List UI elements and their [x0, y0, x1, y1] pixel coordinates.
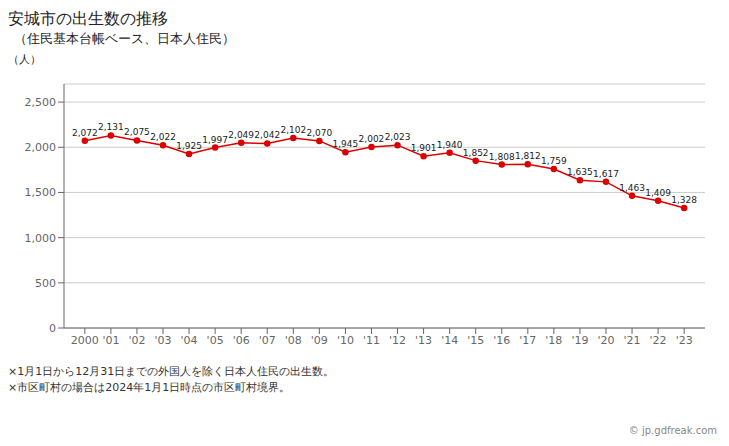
html-text:安城市の出生数の推移: 安城市の出生数の推移 [8, 9, 168, 28]
html-text:×市区町村の場合は2024年1月1日時点の市区町村境界。: ×市区町村の場合は2024年1月1日時点の市区町村境界。 [8, 381, 291, 394]
svg-text:'03: '03 [155, 334, 172, 347]
svg-text:1,997: 1,997 [202, 135, 228, 145]
html-text:×1月1日から12月31日までの外国人を除く日本人住民の出生: ×1月1日から12月31日までの外国人を除く日本人住民の出生数。 [8, 365, 335, 378]
svg-text:2,049: 2,049 [228, 130, 254, 140]
svg-text:2,072: 2,072 [72, 128, 98, 138]
svg-text:'08: '08 [285, 334, 302, 347]
svg-text:1,463: 1,463 [619, 183, 645, 193]
svg-text:0: 0 [49, 322, 56, 335]
svg-text:1,945: 1,945 [333, 139, 359, 149]
svg-text:2000: 2000 [71, 334, 99, 347]
svg-text:'07: '07 [259, 334, 276, 347]
svg-text:'14: '14 [441, 334, 458, 347]
svg-text:'04: '04 [181, 334, 198, 347]
svg-text:500: 500 [35, 277, 56, 290]
svg-text:1,901: 1,901 [411, 143, 437, 153]
svg-text:'20: '20 [597, 334, 614, 347]
svg-text:2,500: 2,500 [25, 96, 57, 109]
svg-text:2,002: 2,002 [359, 134, 385, 144]
svg-text:'21: '21 [624, 334, 641, 347]
svg-text:'01: '01 [102, 334, 119, 347]
svg-text:1,635: 1,635 [567, 167, 593, 177]
svg-text:'05: '05 [207, 334, 224, 347]
svg-text:'13: '13 [415, 334, 432, 347]
svg-text:'06: '06 [233, 334, 250, 347]
svg-text:2,042: 2,042 [254, 130, 280, 140]
svg-text:1,852: 1,852 [463, 148, 489, 158]
svg-text:1,808: 1,808 [489, 152, 515, 162]
svg-text:1,925: 1,925 [176, 141, 202, 151]
svg-text:'23: '23 [676, 334, 693, 347]
html-text:（人）: （人） [8, 53, 41, 66]
svg-text:1,812: 1,812 [515, 151, 541, 161]
svg-text:'15: '15 [467, 334, 484, 347]
svg-text:'02: '02 [128, 334, 145, 347]
svg-text:1,617: 1,617 [593, 169, 619, 179]
svg-text:2,070: 2,070 [306, 128, 332, 138]
html-text:（住民基本台帳ベース、日本人住民）: （住民基本台帳ベース、日本人住民） [14, 31, 235, 46]
svg-text:2,000: 2,000 [25, 141, 57, 154]
html-text:© jp.gdfreak.com: © jp.gdfreak.com [628, 425, 717, 436]
svg-text:'12: '12 [389, 334, 406, 347]
svg-text:'09: '09 [311, 334, 328, 347]
svg-text:'11: '11 [363, 334, 380, 347]
svg-text:'19: '19 [571, 334, 588, 347]
svg-text:1,500: 1,500 [25, 186, 57, 199]
svg-text:'16: '16 [493, 334, 510, 347]
svg-text:1,759: 1,759 [541, 156, 567, 166]
svg-text:2,102: 2,102 [280, 125, 306, 135]
svg-text:'18: '18 [545, 334, 562, 347]
svg-text:'17: '17 [519, 334, 536, 347]
svg-text:1,940: 1,940 [437, 140, 463, 150]
svg-text:'22: '22 [650, 334, 667, 347]
svg-text:2,023: 2,023 [385, 132, 411, 142]
svg-text:1,409: 1,409 [645, 188, 671, 198]
svg-text:1,000: 1,000 [25, 232, 57, 245]
svg-text:'10: '10 [337, 334, 354, 347]
svg-text:2,131: 2,131 [98, 122, 124, 132]
svg-text:2,075: 2,075 [124, 127, 150, 137]
svg-text:1,328: 1,328 [671, 195, 697, 205]
svg-text:2,022: 2,022 [150, 132, 176, 142]
